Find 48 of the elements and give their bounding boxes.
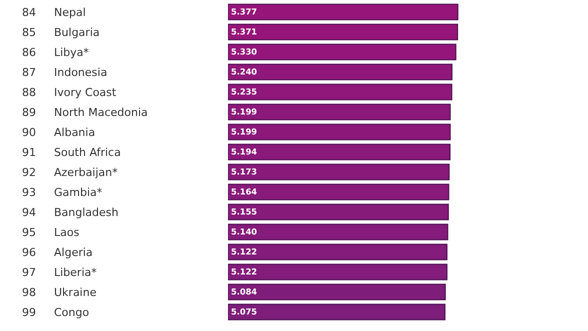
y-tick-label: Liberia* [54, 266, 98, 279]
y-tick-label: Gambia* [54, 186, 103, 199]
y-tick-label: Azerbaijan* [54, 166, 118, 179]
data-label: 5.199 [231, 106, 258, 117]
y-tick-label: Albania [54, 126, 96, 139]
data-label: 5.330 [231, 46, 258, 57]
y2-tick-label: 92 [22, 166, 36, 179]
data-label: 5.173 [231, 166, 258, 177]
y-tick-label: Ukraine [54, 286, 97, 299]
y-tick-label: Nepal [54, 6, 86, 19]
data-label: 5.075 [231, 306, 258, 317]
y2-tick-label: 90 [22, 126, 36, 139]
data-label: 5.155 [231, 206, 258, 217]
data-label: 5.194 [231, 146, 258, 157]
data-label: 5.371 [231, 26, 258, 37]
y2-tick-label: 98 [22, 286, 36, 299]
y2-tick-label: 93 [22, 186, 36, 199]
y-tick-label: Congo [54, 306, 90, 319]
y2-tick-label: 99 [22, 306, 36, 319]
y2-tick-label: 84 [22, 6, 36, 19]
y-tick-label: Laos [54, 226, 80, 239]
y2-tick-label: 86 [22, 46, 36, 59]
data-label: 5.122 [231, 266, 258, 277]
data-label: 5.235 [231, 86, 258, 97]
y2-tick-label: 88 [22, 86, 36, 99]
data-label: 5.240 [231, 66, 258, 77]
y2-tick-label: 91 [22, 146, 36, 159]
y-tick-label: Bulgaria [54, 26, 100, 39]
data-label: 5.122 [231, 246, 258, 257]
y-tick-label: South Africa [54, 146, 121, 159]
y2-tick-label: 85 [22, 26, 36, 39]
y-tick-label: Libya* [54, 46, 90, 59]
y2-tick-label: 96 [22, 246, 36, 259]
data-label: 5.140 [231, 226, 258, 237]
y2-tick-label: 87 [22, 66, 36, 79]
y2-tick-label: 89 [22, 106, 36, 119]
y-tick-label: Indonesia [54, 66, 108, 79]
data-label: 5.199 [231, 126, 258, 137]
y-tick-label: Ivory Coast [54, 86, 117, 99]
data-label: 5.377 [231, 6, 258, 17]
data-label: 5.084 [231, 286, 258, 297]
y2-tick-label: 97 [22, 266, 36, 279]
y-tick-label: Algeria [54, 246, 93, 259]
y-tick-label: North Macedonia [54, 106, 148, 119]
y2-tick-label: 94 [22, 206, 36, 219]
y2-tick-label: 95 [22, 226, 36, 239]
data-label: 5.164 [231, 186, 258, 197]
y-tick-label: Bangladesh [54, 206, 119, 219]
